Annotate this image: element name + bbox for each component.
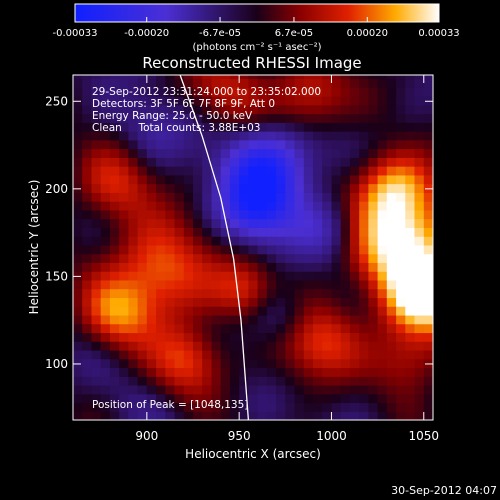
peak-position-label: Position of Peak = [1048,135] (92, 399, 248, 411)
y-tick-label: 150 (45, 269, 68, 283)
x-tick-label: 1000 (316, 429, 347, 443)
colorbar-tick-label: 0.00033 (418, 28, 459, 39)
x-tick-label: 950 (228, 429, 251, 443)
y-tick-label: 250 (45, 94, 68, 108)
annotation-time-range: 29-Sep-2012 23:31:24.000 to 23:35:02.000 (92, 86, 321, 98)
colorbar (74, 3, 440, 23)
x-tick-label: 900 (135, 429, 158, 443)
annotation-detectors: Detectors: 3F 5F 6F 7F 8F 9F, Att 0 (92, 98, 275, 110)
solar-limb-line (179, 75, 250, 420)
x-tick-label: 1050 (408, 429, 439, 443)
x-axis-label: Heliocentric X (arcsec) (185, 447, 321, 461)
axis-ticks: 900 950 1000 1050 100 150 200 250 (45, 75, 439, 443)
y-tick-label: 100 (45, 357, 68, 371)
annotation-energy-range: Energy Range: 25.0 - 50.0 keV (92, 110, 253, 122)
colorbar-tick-label: -0.00020 (124, 28, 169, 39)
colorbar-units-label: (photons cm⁻² s⁻¹ asec⁻²) (192, 42, 321, 53)
footer-timestamp: 30-Sep-2012 04:07 (391, 484, 497, 497)
y-axis-label: Heliocentric Y (arcsec) (27, 180, 41, 315)
colorbar-tick-label: 0.00020 (347, 28, 388, 39)
colorbar-tick-label: 6.7e-05 (275, 28, 313, 39)
annotation-clean-counts: Clean Total counts: 3.88E+03 (92, 122, 261, 134)
heatmap-image (73, 75, 433, 420)
plot-frame (72, 74, 434, 421)
colorbar-tick-label: -6.7e-05 (199, 28, 241, 39)
colorbar-tick-label: -0.00033 (53, 28, 98, 39)
y-tick-label: 200 (45, 182, 68, 196)
colorbar-ticks: -0.00033 -0.00020 -6.7e-05 6.7e-05 0.00020 0.… (53, 17, 460, 39)
chart-title: Reconstructed RHESSI Image (142, 54, 361, 72)
